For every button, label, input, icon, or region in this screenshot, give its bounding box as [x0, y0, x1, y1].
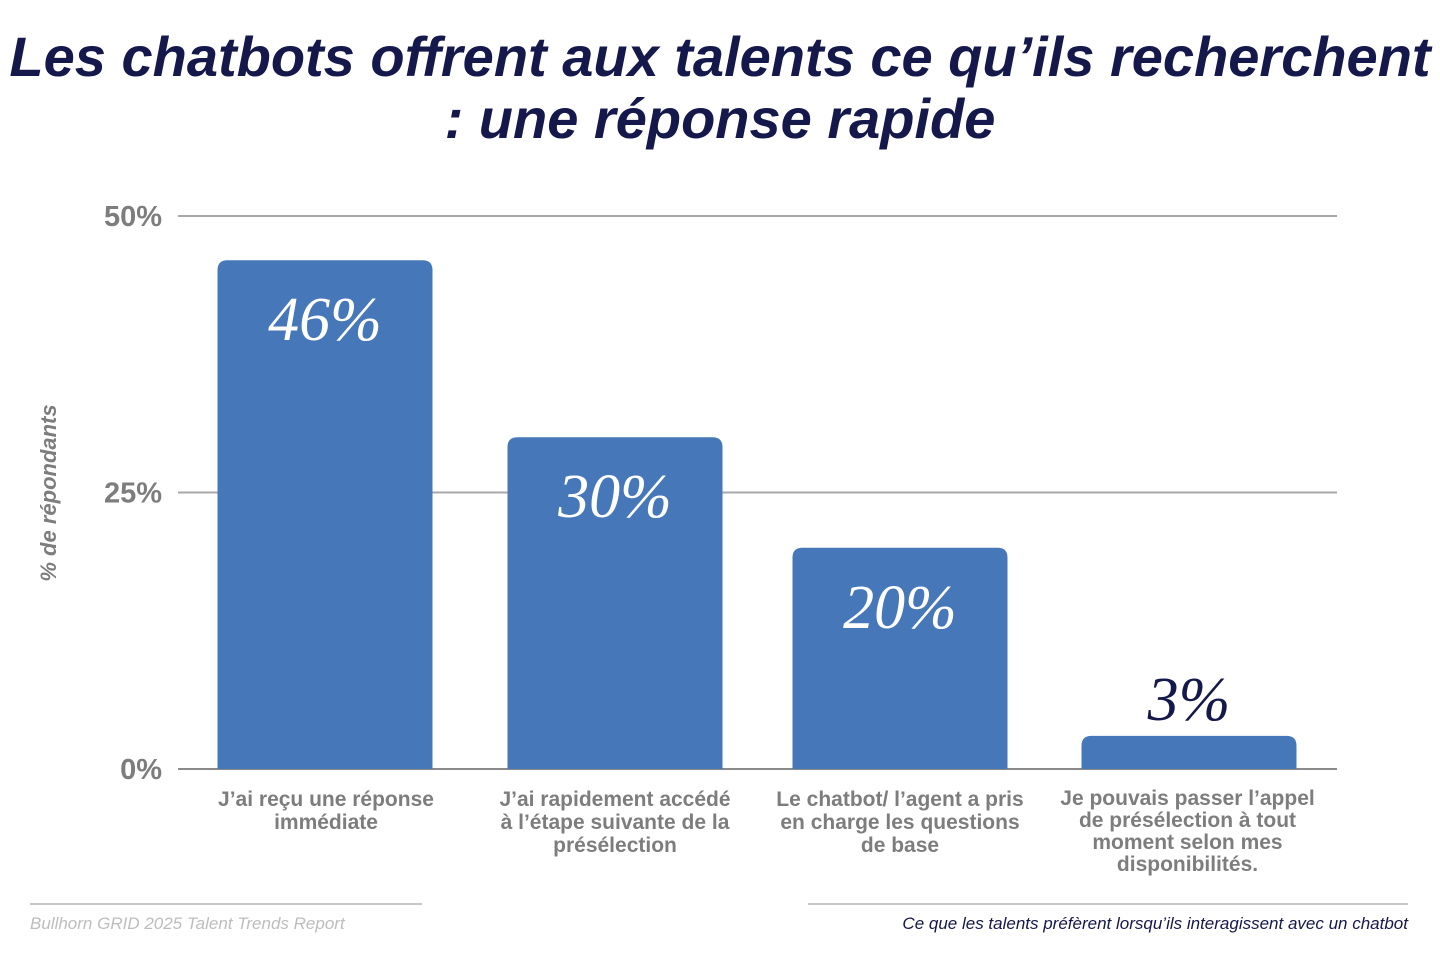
data-label: 30% — [557, 463, 672, 531]
footer-source: Bullhorn GRID 2025 Talent Trends Report — [30, 914, 345, 933]
y-tick-label: 25% — [104, 478, 162, 510]
data-label: 20% — [843, 574, 957, 642]
chart-title: Les chatbots offrent aux talents ce qu’i… — [9, 25, 1431, 150]
bar — [792, 547, 1008, 769]
footer-rule-right — [808, 903, 1408, 905]
bar — [1081, 735, 1297, 769]
footer-rule-left — [30, 903, 422, 905]
y-tick-label: 50% — [104, 201, 162, 233]
bar — [217, 260, 433, 769]
y-tick-label: 0% — [120, 754, 162, 786]
data-label: 3% — [1147, 666, 1231, 734]
x-tick-label-2: Le chatbot/ l’agent a pris en charge les… — [776, 788, 1024, 857]
x-tick-label-3: Je pouvais passer l’appel de présélectio… — [1060, 787, 1315, 876]
bar — [507, 437, 723, 769]
x-tick-label-1: J’ai rapidement accédé à l’étape suivant… — [499, 788, 731, 857]
y-axis-label: % de répondants — [36, 404, 61, 581]
data-label: 46% — [268, 286, 382, 354]
footer-caption: Ce que les talents préfèrent lorsqu’ils … — [902, 914, 1408, 933]
x-tick-label-0: J’ai reçu une réponse immédiate — [218, 788, 434, 834]
